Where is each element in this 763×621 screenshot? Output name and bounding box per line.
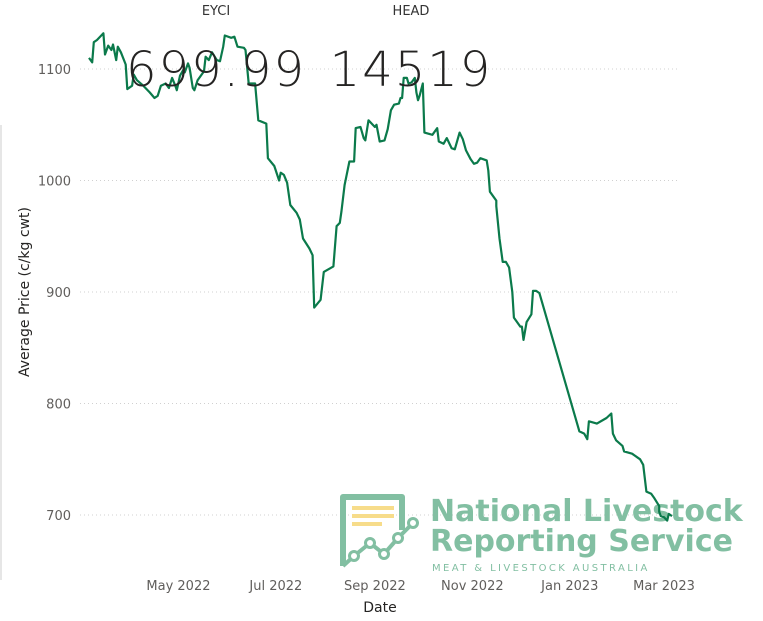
x-tick-label: Nov 2022 — [441, 579, 504, 594]
x-tick-label: Sep 2022 — [344, 579, 406, 594]
kpi-eyci-value: 699.99 — [126, 42, 306, 98]
y-tick-label: 700 — [46, 509, 71, 524]
x-tick-label: Jul 2022 — [248, 579, 302, 594]
nlrs-logo: National Livestock Reporting Service MEA… — [340, 494, 744, 574]
x-tick-label: Jan 2023 — [540, 579, 598, 594]
y-tick-label: 1000 — [38, 175, 71, 190]
x-tick-label: Mar 2023 — [633, 579, 695, 594]
logo-line1: National Livestock — [430, 494, 744, 529]
kpi-head-value: 14519 — [329, 42, 493, 98]
y-axis-title: Average Price (c/kg cwt) — [17, 207, 33, 377]
y-tick-label: 1100 — [38, 63, 71, 78]
kpi-eyci-label: EYCI — [201, 4, 231, 19]
x-axis-title: Date — [363, 600, 396, 616]
logo-line2: Reporting Service — [430, 524, 733, 559]
series-line — [88, 32, 673, 522]
x-tick-label: May 2022 — [146, 579, 210, 594]
panel-border — [0, 125, 2, 580]
logo-tagline: MEAT & LIVESTOCK AUSTRALIA — [432, 563, 650, 574]
kpi-head-label: HEAD — [392, 4, 430, 19]
y-tick-label: 900 — [46, 286, 71, 301]
y-tick-label: 800 — [46, 398, 71, 413]
